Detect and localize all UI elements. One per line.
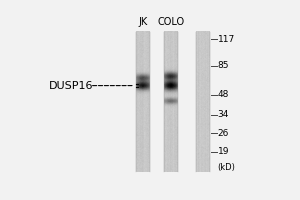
Text: (kD): (kD) xyxy=(218,163,236,172)
Text: 26: 26 xyxy=(218,129,229,138)
Text: JK: JK xyxy=(139,17,148,27)
Text: 85: 85 xyxy=(218,61,229,70)
Text: COLO: COLO xyxy=(158,17,185,27)
Text: 117: 117 xyxy=(218,35,235,44)
Text: 19: 19 xyxy=(218,147,229,156)
Text: 48: 48 xyxy=(218,90,229,99)
Text: DUSP16: DUSP16 xyxy=(49,81,94,91)
Text: 34: 34 xyxy=(218,110,229,119)
